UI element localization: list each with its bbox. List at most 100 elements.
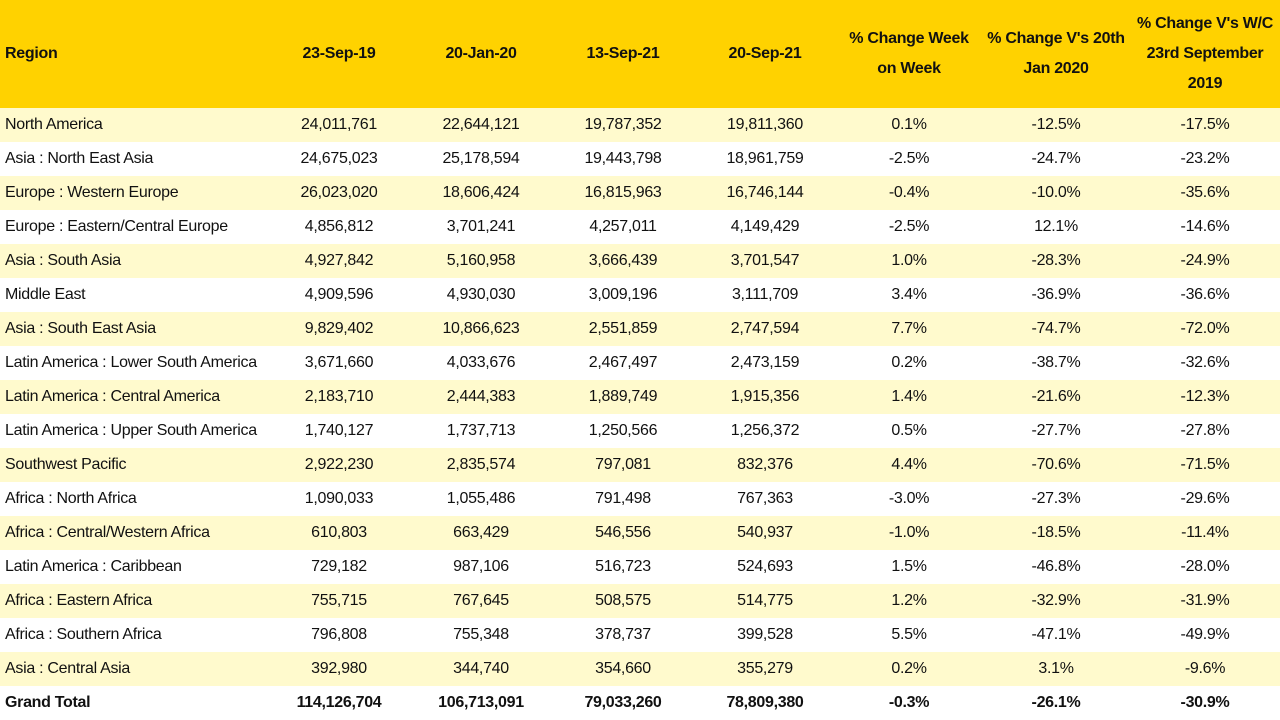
total-label: Grand Total [5, 694, 91, 711]
value-cell: 354,660 [552, 652, 694, 686]
value-cell: 987,106 [453, 558, 509, 575]
table-row: Latin America : Lower South America 3,671… [0, 346, 1280, 380]
value-cell: -21.6% [982, 380, 1130, 414]
value-cell: 514,775 [694, 584, 836, 618]
value-cell: 16,815,963 [552, 176, 694, 210]
value-cell: 791,498 [595, 490, 651, 507]
region-cell: Africa : Southern Africa [5, 626, 162, 643]
value-cell: -27.7% [1031, 422, 1081, 439]
table-row: Africa : Eastern Africa 755,715 767,645 508… [0, 584, 1280, 618]
value-cell: 399,528 [737, 626, 793, 643]
value-cell: -28.3% [982, 244, 1130, 278]
value-cell: 832,376 [694, 448, 836, 482]
value-cell: 1,737,713 [446, 422, 516, 439]
value-cell: 508,575 [552, 584, 694, 618]
value-cell: 4,909,596 [304, 286, 374, 303]
value-cell: 3,671,660 [304, 354, 374, 371]
value-cell: 4,856,812 [304, 218, 374, 235]
table-row: Asia : Central Asia 392,980 344,740 354,660… [0, 652, 1280, 686]
total-cell: 114,126,704 [296, 694, 382, 711]
value-cell: 1.2% [836, 584, 982, 618]
table-row: Asia : South East Asia 9,829,402 10,866,62… [0, 312, 1280, 346]
table-row: Latin America : Upper South America 1,740… [0, 414, 1280, 448]
total-cell: 78,809,380 [726, 694, 804, 711]
header-cell: 13-Sep-21 [552, 0, 694, 108]
total-cell: -0.3% [888, 694, 930, 711]
value-cell: -35.6% [1130, 176, 1280, 210]
value-cell: -31.9% [1130, 584, 1280, 618]
value-cell: 24,675,023 [300, 150, 378, 167]
value-cell: 1,090,033 [304, 490, 374, 507]
value-cell: 392,980 [268, 652, 410, 686]
value-cell: 19,811,360 [694, 108, 836, 142]
value-cell: -74.7% [982, 312, 1130, 346]
value-cell: -72.0% [1130, 312, 1280, 346]
table-row: Latin America : Central America 2,183,710… [0, 380, 1280, 414]
region-cell: Latin America : Caribbean [5, 558, 182, 575]
value-cell: 5,160,958 [410, 244, 552, 278]
value-cell: 3,666,439 [552, 244, 694, 278]
value-cell: -14.6% [1180, 218, 1230, 235]
value-cell: 663,429 [410, 516, 552, 550]
value-cell: 755,715 [268, 584, 410, 618]
value-cell: -10.0% [982, 176, 1130, 210]
value-cell: 5.5% [891, 626, 927, 643]
value-cell: -38.7% [1031, 354, 1081, 371]
value-cell: 7.7% [836, 312, 982, 346]
value-cell: -2.5% [888, 150, 930, 167]
value-cell: 0.5% [891, 422, 927, 439]
region-cell: Africa : Eastern Africa [0, 584, 268, 618]
value-cell: -27.8% [1180, 422, 1230, 439]
value-cell: 3,701,241 [446, 218, 516, 235]
value-cell: -32.9% [982, 584, 1130, 618]
header-cell: 20-Sep-21 [694, 0, 836, 108]
value-cell: 1,889,749 [552, 380, 694, 414]
table-row: Asia : North East Asia 24,675,023 25,178,5… [0, 142, 1280, 176]
region-cell: Latin America : Central America [0, 380, 268, 414]
value-cell: 378,737 [595, 626, 651, 643]
value-cell: 755,348 [453, 626, 509, 643]
value-cell: -1.0% [836, 516, 982, 550]
region-cell: North America [0, 108, 268, 142]
table-body: North America 24,011,761 22,644,121 19,787,… [0, 108, 1280, 720]
value-cell: -11.4% [1130, 516, 1280, 550]
header-cell: % Change Week on Week [836, 0, 982, 108]
value-cell: -46.8% [1031, 558, 1081, 575]
value-cell: 10,866,623 [410, 312, 552, 346]
value-cell: 3,111,709 [731, 286, 799, 303]
value-cell: -24.9% [1130, 244, 1280, 278]
region-cell: Europe : Western Europe [0, 176, 268, 210]
value-cell: -24.7% [1031, 150, 1081, 167]
value-cell: 16,746,144 [694, 176, 836, 210]
value-cell: 2,922,230 [268, 448, 410, 482]
total-row: Grand Total 114,126,704 106,713,091 79,033,… [0, 686, 1280, 720]
value-cell: 796,808 [311, 626, 367, 643]
region-cell: Asia : South East Asia [0, 312, 268, 346]
value-cell: 4.4% [836, 448, 982, 482]
value-cell: -23.2% [1180, 150, 1230, 167]
value-cell: -2.5% [888, 218, 930, 235]
header-cell: 23-Sep-19 [268, 0, 410, 108]
region-cell: Asia : Central Asia [0, 652, 268, 686]
table-row: Africa : North Africa 1,090,033 1,055,486 7… [0, 482, 1280, 516]
value-cell: 12.1% [1034, 218, 1078, 235]
region-cell: Africa : Central/Western Africa [0, 516, 268, 550]
header-row: Region 23-Sep-19 20-Jan-20 13-Sep-21 20-Sep-… [0, 0, 1280, 108]
value-cell: 1,250,566 [588, 422, 658, 439]
value-cell: 4,257,011 [589, 218, 657, 235]
value-cell: 26,023,020 [268, 176, 410, 210]
value-cell: -18.5% [982, 516, 1130, 550]
value-cell: 729,182 [311, 558, 367, 575]
table-row: Asia : South Asia 4,927,842 5,160,958 3,666… [0, 244, 1280, 278]
value-cell: 516,723 [595, 558, 651, 575]
value-cell: 0.1% [836, 108, 982, 142]
value-cell: -71.5% [1130, 448, 1280, 482]
value-cell: 19,787,352 [552, 108, 694, 142]
value-cell: 0.2% [836, 652, 982, 686]
table-row: Middle East 4,909,596 4,930,030 3,009,196 3,… [0, 278, 1280, 312]
header-cell: % Change V's 20th Jan 2020 [982, 0, 1130, 108]
region-cell: Asia : North East Asia [5, 150, 154, 167]
header-cell: Region [0, 0, 268, 108]
value-cell: 344,740 [410, 652, 552, 686]
value-cell: 22,644,121 [410, 108, 552, 142]
